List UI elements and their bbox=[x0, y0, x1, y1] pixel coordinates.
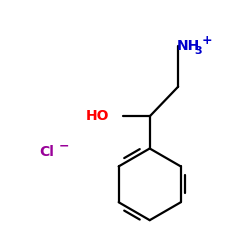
Text: Cl: Cl bbox=[40, 145, 54, 159]
Text: +: + bbox=[201, 34, 212, 47]
Text: −: − bbox=[58, 140, 69, 152]
Text: 3: 3 bbox=[194, 46, 202, 56]
Text: HO: HO bbox=[86, 109, 109, 123]
Text: NH: NH bbox=[177, 39, 200, 53]
